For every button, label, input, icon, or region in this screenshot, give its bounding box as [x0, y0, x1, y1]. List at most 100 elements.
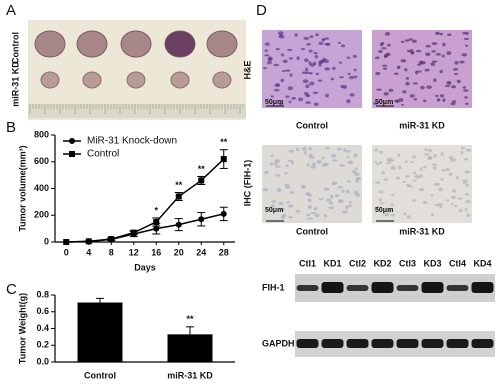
nucleus	[306, 42, 311, 46]
nucleus	[404, 39, 410, 42]
nucleus	[305, 94, 310, 97]
nucleus	[307, 205, 313, 209]
nucleus	[462, 89, 469, 92]
nucleus	[325, 93, 329, 98]
nucleus	[317, 79, 323, 82]
nucleus	[314, 213, 320, 218]
nucleus	[464, 192, 470, 196]
nucleus	[284, 171, 288, 175]
nucleus	[465, 213, 471, 217]
nucleus	[404, 68, 408, 72]
nucleus	[407, 49, 411, 53]
lane-label: KD2	[373, 258, 391, 268]
nucleus	[375, 71, 381, 76]
nucleus	[409, 94, 415, 98]
nucleus	[312, 91, 319, 94]
nucleus	[435, 52, 442, 56]
x-tick-label: 0	[64, 247, 69, 257]
nucleus	[288, 57, 293, 60]
nucleus	[408, 184, 413, 188]
panel-label: D	[256, 2, 267, 19]
lane-label: KD3	[423, 258, 441, 268]
nucleus	[323, 162, 330, 166]
nucleus	[302, 79, 309, 84]
nucleus	[464, 200, 471, 204]
nucleus	[424, 148, 428, 152]
nucleus	[419, 174, 424, 178]
nucleus	[412, 179, 417, 182]
y-tick-label: 0.6	[36, 306, 49, 316]
lane-label: KD4	[473, 258, 491, 268]
nucleus	[448, 172, 453, 177]
nucleus	[279, 34, 283, 37]
blot-row-label: FIH-1	[262, 282, 285, 292]
nucleus	[278, 201, 284, 206]
nucleus	[305, 213, 311, 216]
nucleus	[304, 91, 309, 95]
nucleus	[451, 195, 456, 200]
y-axis-title: Tumor Weight(g)	[17, 293, 27, 364]
error-bar	[186, 326, 194, 335]
nucleus	[425, 52, 431, 57]
nucleus	[264, 42, 270, 46]
nucleus	[460, 150, 464, 155]
nucleus	[445, 84, 451, 88]
nucleus	[397, 153, 401, 157]
micrograph	[262, 30, 362, 108]
x-tick-label: miR-31 KD	[167, 370, 213, 380]
x-axis-title: Days	[134, 262, 156, 272]
nucleus	[375, 163, 381, 166]
nucleus	[291, 96, 297, 100]
nucleus	[342, 210, 348, 214]
marker	[175, 221, 182, 228]
nucleus	[318, 197, 324, 201]
bar	[167, 334, 213, 362]
nucleus	[390, 193, 395, 196]
band	[471, 282, 494, 293]
x-tick-label: 24	[196, 247, 206, 257]
nucleus	[322, 57, 327, 62]
marker	[85, 238, 92, 245]
nucleus	[387, 43, 391, 47]
nucleus	[452, 67, 459, 71]
nucleus	[300, 184, 306, 189]
nucleus	[281, 213, 287, 218]
nucleus	[390, 166, 396, 170]
nucleus	[387, 209, 391, 213]
nucleus	[301, 147, 307, 151]
nucleus	[464, 170, 468, 173]
nucleus	[450, 202, 454, 206]
nucleus	[307, 217, 313, 220]
nucleus	[313, 102, 319, 107]
marker	[220, 210, 227, 217]
nucleus	[318, 41, 324, 46]
nucleus	[374, 160, 378, 163]
band	[321, 282, 344, 293]
x-tick-label: 16	[151, 247, 161, 257]
nucleus	[273, 88, 280, 92]
nucleus	[400, 40, 405, 44]
nucleus	[288, 149, 294, 153]
nucleus	[338, 199, 342, 203]
nucleus	[461, 53, 468, 57]
band	[346, 285, 369, 291]
tumor	[126, 71, 146, 89]
lane-label: Ctl3	[399, 258, 416, 268]
tumor	[164, 30, 196, 58]
nucleus	[347, 72, 351, 76]
nucleus	[287, 86, 294, 91]
nucleus	[346, 56, 351, 60]
nucleus	[318, 62, 322, 67]
nucleus	[270, 154, 274, 157]
nucleus	[303, 150, 308, 155]
nucleus	[330, 194, 334, 199]
nucleus	[280, 53, 285, 57]
nucleus	[378, 49, 383, 54]
band	[421, 339, 444, 348]
nucleus	[374, 56, 380, 60]
nucleus	[289, 73, 293, 77]
nucleus	[343, 148, 347, 153]
nucleus	[416, 49, 422, 53]
nucleus	[422, 165, 427, 169]
